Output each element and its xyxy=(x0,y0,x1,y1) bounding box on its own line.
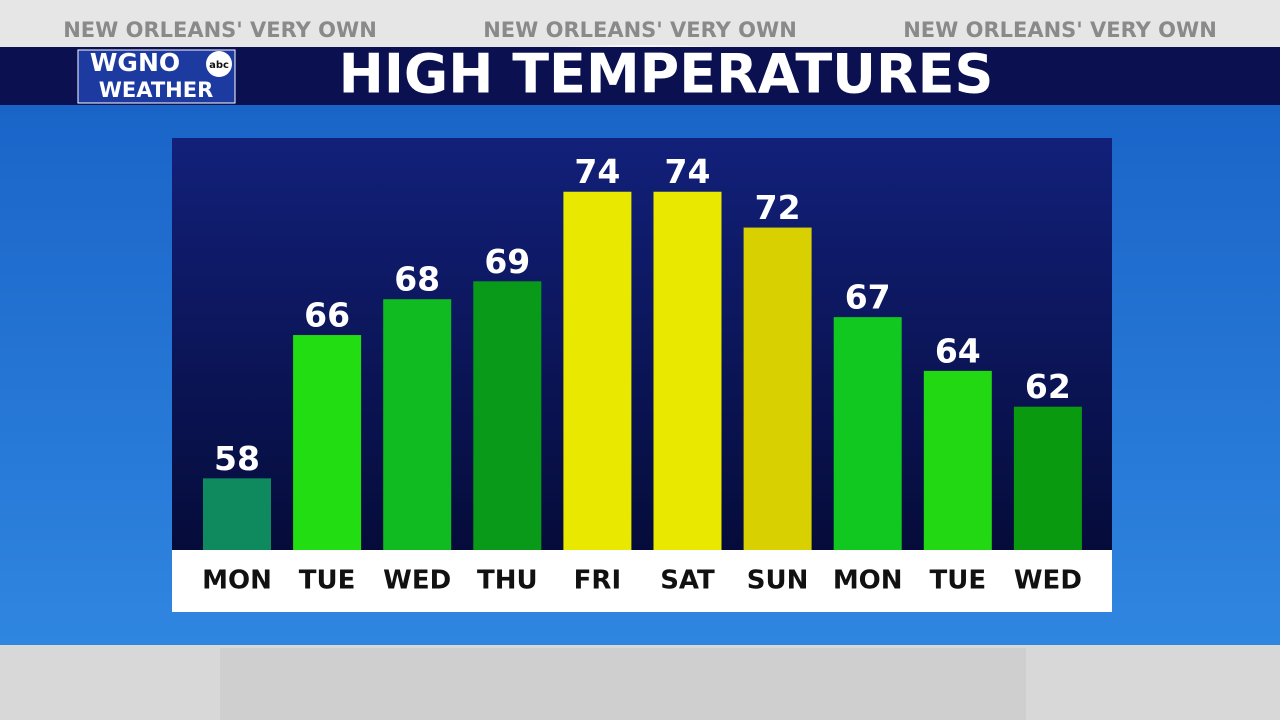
value-label: 67 xyxy=(845,278,891,317)
value-label: 69 xyxy=(484,242,530,281)
bar xyxy=(743,227,812,550)
x-tick-label: FRI xyxy=(574,566,621,596)
x-tick-label: THU xyxy=(477,566,538,596)
logo-brand: WEATHER xyxy=(99,78,214,102)
x-tick-label: SAT xyxy=(660,566,715,596)
bar xyxy=(383,299,452,550)
value-label: 64 xyxy=(935,331,981,370)
logo-circle xyxy=(206,51,232,77)
tagline: NEW ORLEANS' VERY OWN xyxy=(903,18,1217,42)
x-tick-label: WED xyxy=(383,566,451,596)
logo-station: WGNO xyxy=(90,48,180,77)
logo-network: abc xyxy=(209,60,229,71)
bar xyxy=(203,478,271,550)
x-tick-label: TUE xyxy=(299,566,356,596)
bar xyxy=(293,335,362,550)
bar xyxy=(563,191,632,550)
value-label: 62 xyxy=(1025,367,1071,406)
tagline: NEW ORLEANS' VERY OWN xyxy=(63,18,377,42)
tagline: NEW ORLEANS' VERY OWN xyxy=(483,18,797,42)
value-label: 74 xyxy=(665,152,711,191)
bottom-bar xyxy=(220,648,1026,720)
value-label: 72 xyxy=(755,188,801,227)
bar xyxy=(1013,406,1082,550)
x-tick-label: MON xyxy=(202,566,272,596)
x-tick-label: TUE xyxy=(929,566,986,596)
chart-title: HIGH TEMPERATURES xyxy=(339,43,994,106)
bar xyxy=(653,191,722,550)
value-label: 58 xyxy=(214,439,260,478)
tagline-strip xyxy=(0,0,1280,47)
bar xyxy=(833,317,902,550)
x-tick-label: WED xyxy=(1014,566,1082,596)
bar xyxy=(923,370,992,550)
x-tick-label: SUN xyxy=(747,566,809,596)
value-label: 68 xyxy=(394,260,440,299)
value-label: 74 xyxy=(574,152,620,191)
bar xyxy=(473,281,542,550)
bars: 58 MON 66 TUE 68 WED 69 THU 74 FRI 74 SAT 72 SUN 67 MON… xyxy=(202,152,1082,595)
value-label: 66 xyxy=(304,296,350,335)
x-tick-label: MON xyxy=(833,566,903,596)
